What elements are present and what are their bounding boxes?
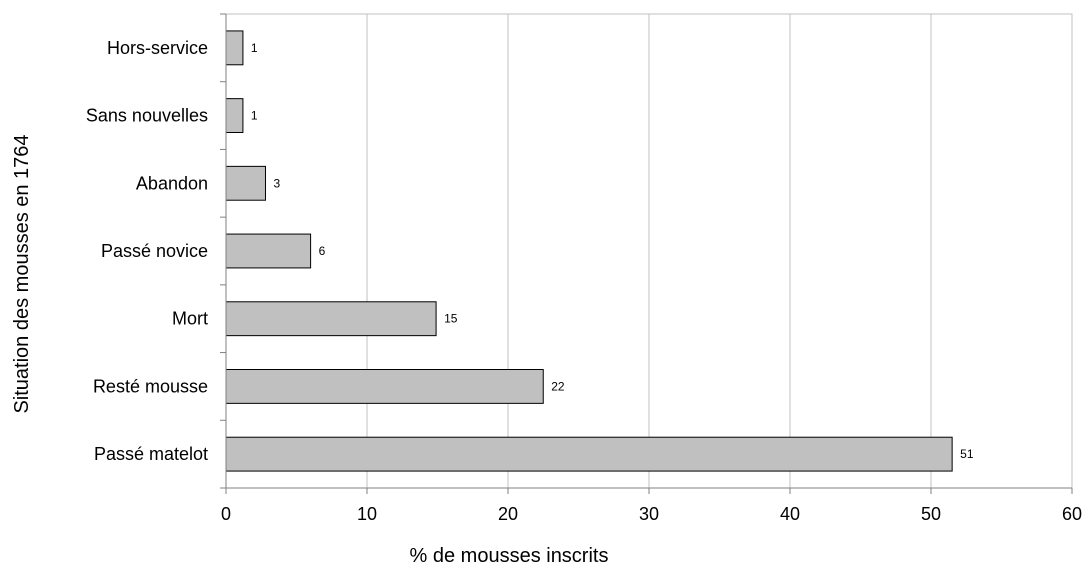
data-label: 1 xyxy=(251,41,258,55)
x-ticks: 0 10 20 30 40 50 60 xyxy=(221,488,1082,524)
data-label: 3 xyxy=(273,176,280,190)
bar xyxy=(225,436,953,472)
axes xyxy=(220,13,1072,489)
bar xyxy=(225,98,244,134)
x-tick-label: 60 xyxy=(1062,504,1082,524)
x-tick-label: 0 xyxy=(221,504,231,524)
bar xyxy=(225,30,244,66)
x-tick-label: 30 xyxy=(639,504,659,524)
category-label: Resté mousse xyxy=(93,376,208,396)
category-labels: Hors-service Sans nouvelles Abandon Passé n… xyxy=(86,38,208,464)
data-labels: 1 1 3 6 15 22 51 xyxy=(251,41,974,461)
data-label: 22 xyxy=(551,379,565,393)
x-tick-label: 20 xyxy=(498,504,518,524)
x-axis-title: % de mousses inscrits xyxy=(410,545,609,567)
bar xyxy=(225,301,437,337)
data-label: 51 xyxy=(960,447,974,461)
x-tick-label: 40 xyxy=(780,504,800,524)
category-label: Mort xyxy=(172,309,208,329)
data-label: 1 xyxy=(251,109,258,123)
y-axis-title: Situation des mousses en 1764 xyxy=(11,134,33,413)
category-label: Hors-service xyxy=(107,38,208,58)
data-label: 15 xyxy=(444,312,458,326)
data-label: 6 xyxy=(319,244,326,258)
category-label: Abandon xyxy=(136,173,208,193)
bar xyxy=(225,165,266,201)
gridlines xyxy=(225,13,1073,489)
x-tick-label: 50 xyxy=(921,504,941,524)
category-label: Passé matelot xyxy=(94,444,208,464)
category-label: Passé novice xyxy=(101,241,208,261)
category-label: Sans nouvelles xyxy=(86,106,208,126)
x-tick-label: 10 xyxy=(357,504,377,524)
bar xyxy=(225,233,312,269)
bar xyxy=(225,369,544,404)
bars xyxy=(225,30,953,472)
